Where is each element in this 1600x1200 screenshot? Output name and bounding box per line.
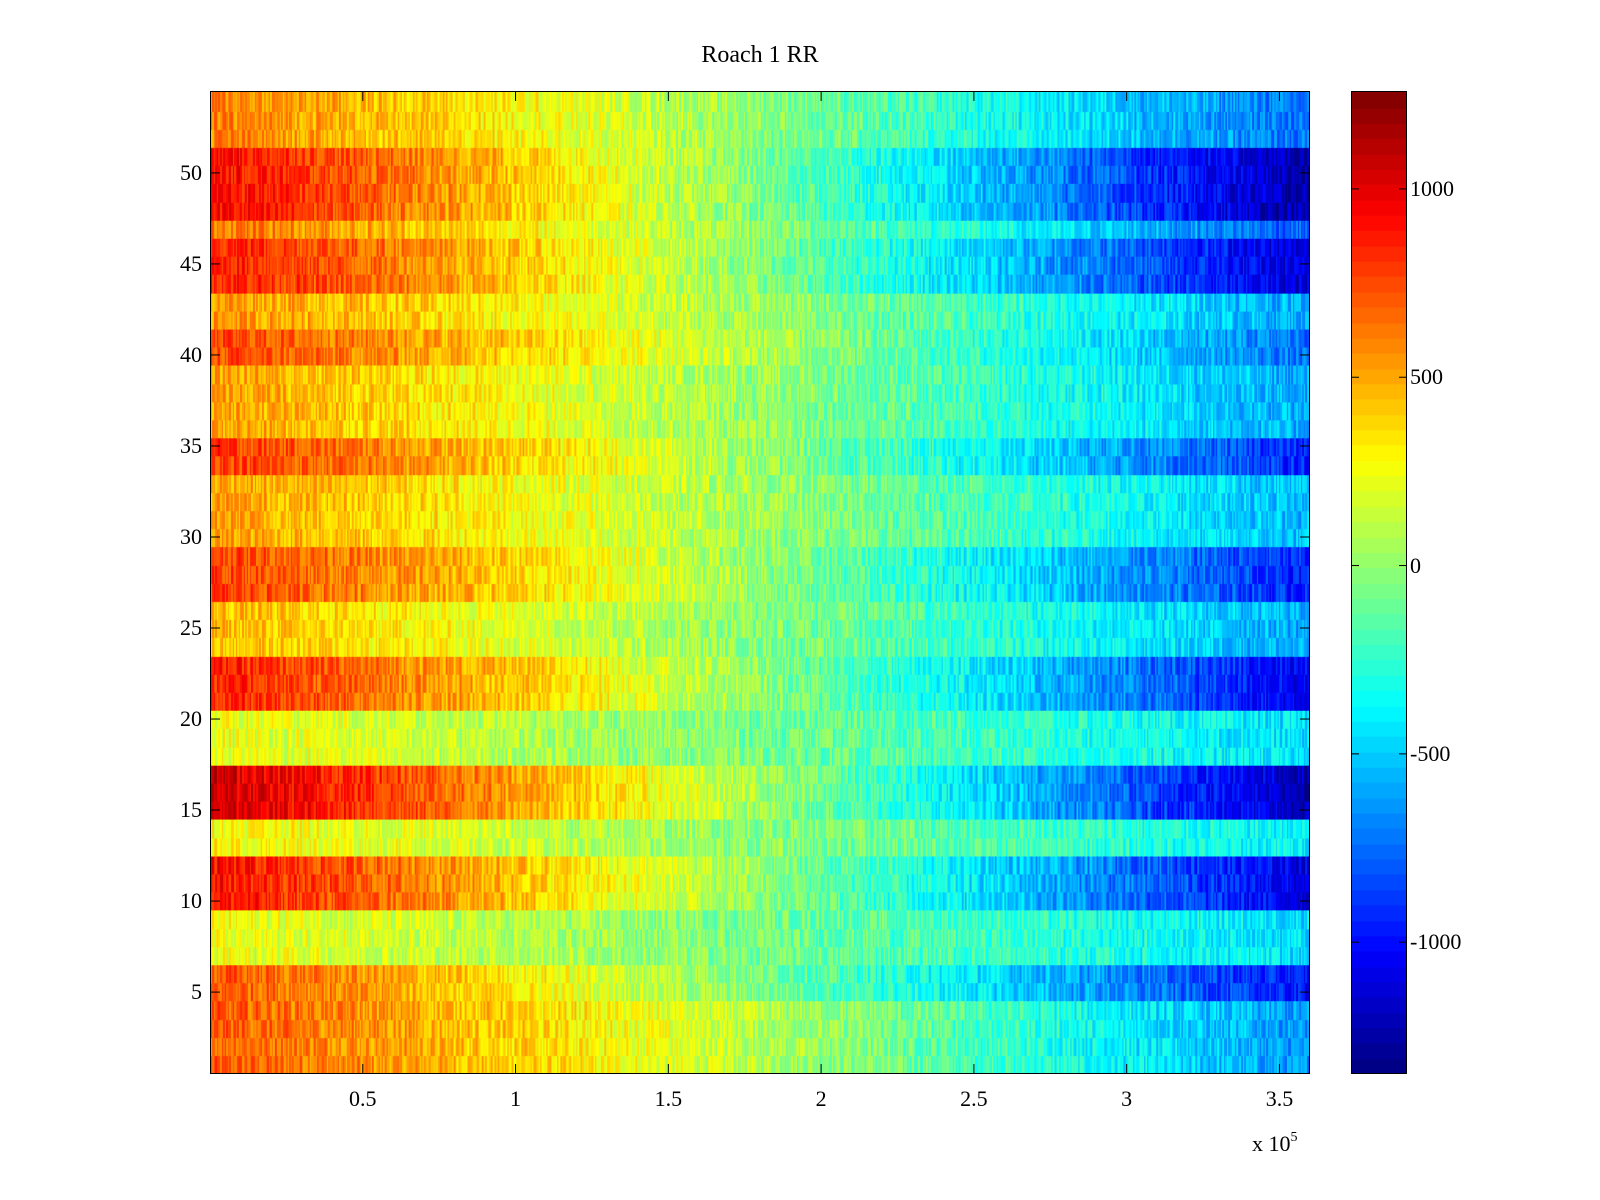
heatmap-image: [211, 92, 1309, 1073]
colorbar-tick-label: -500: [1410, 740, 1451, 766]
x-tick-label: 0.5: [349, 1086, 377, 1111]
y-tick-label: 10: [180, 888, 202, 914]
y-tick-label: 15: [180, 797, 202, 823]
colorbar-tick-label: 500: [1410, 364, 1443, 390]
y-tick-label: 45: [180, 250, 202, 276]
heatmap-plot-area: [210, 91, 1310, 1074]
y-tick-label: 30: [180, 523, 202, 549]
colorbar: [1351, 91, 1407, 1074]
colorbar-tick-label: 1000: [1410, 175, 1454, 201]
x-tick-label: 2.5: [960, 1086, 988, 1111]
x-exponent-base: x 10: [1252, 1131, 1291, 1156]
colorbar-tick-label: 0: [1410, 552, 1421, 578]
y-tick-label: 50: [180, 159, 202, 185]
colorbar-gradient: [1352, 92, 1406, 1073]
x-exponent-power: 5: [1290, 1130, 1298, 1145]
colorbar-tick-label: -1000: [1410, 929, 1462, 955]
x-tick-label: 3.5: [1265, 1086, 1294, 1111]
x-tick-label: 1.5: [654, 1086, 683, 1111]
x-tick-label: 3: [1121, 1086, 1133, 1111]
y-tick-label: 5: [191, 979, 202, 1005]
chart-title: Roach 1 RR: [701, 42, 819, 68]
x-tick-label: 2: [815, 1086, 827, 1111]
y-tick-label: 40: [180, 341, 202, 367]
x-tick-label: 1: [510, 1086, 522, 1111]
y-tick-label: 20: [180, 706, 202, 732]
y-tick-label: 25: [180, 615, 202, 640]
x-axis-exponent: x 105: [1252, 1130, 1298, 1157]
y-tick-label: 35: [180, 432, 202, 458]
